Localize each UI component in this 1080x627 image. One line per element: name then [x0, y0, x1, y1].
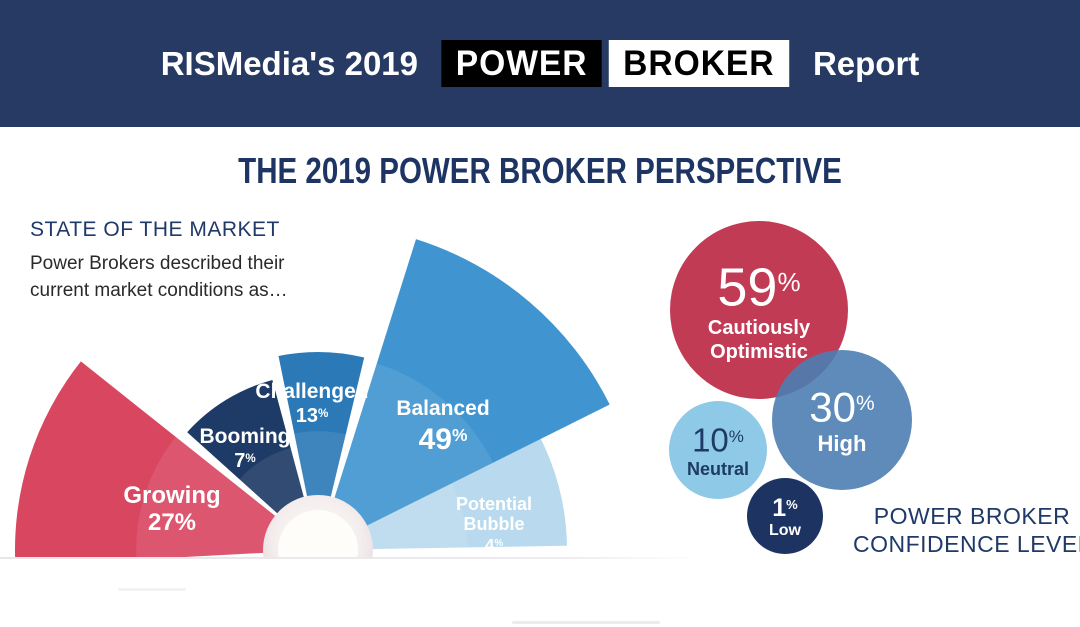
bubble-cautiously-optimistic-label: Cautiously Optimistic	[707, 317, 811, 364]
fan-hub	[263, 495, 373, 558]
fan-label-booming-name: Booming	[199, 425, 291, 448]
fan-label-growing-name: Growing	[123, 482, 221, 509]
confidence-level-caption-line2: CONFIDENCE LEVEL	[852, 531, 1080, 557]
fan-label-growing-value: 27%	[147, 509, 197, 536]
market-section-heading: STATE OF THE MARKET	[30, 218, 280, 241]
fan-segment-challenged	[278, 352, 365, 550]
shadow-smudge-left	[118, 588, 186, 591]
bubble-high: 30% High	[772, 350, 912, 490]
fan-segment-growing	[14, 361, 318, 558]
fan-label-balanced-name: Balanced	[396, 397, 490, 420]
logo-power-box: POWER	[441, 40, 602, 87]
fan-segments	[14, 239, 610, 558]
bubble-high-value: 30%	[809, 383, 875, 431]
fan-label-potential-bubble: Potential Bubble 4%	[434, 494, 554, 555]
bubble-low-value: 1%	[772, 494, 798, 523]
state-of-market-fan-chart	[14, 239, 610, 558]
bubble-cautiously-optimistic-value: 59%	[717, 257, 801, 318]
header-bar: RISMedia's 2019 POWER BROKER Report	[0, 0, 1080, 127]
header-prefix-text: RISMedia's 2019	[160, 44, 419, 82]
fan-label-potential-bubble-name-line1: Potential	[455, 494, 532, 514]
logo-broker-box: BROKER	[609, 40, 790, 87]
floor-line	[0, 557, 700, 559]
fan-segment-inner-highlight	[294, 431, 346, 550]
fan-label-challenged-value: 13%	[295, 405, 329, 428]
fan-label-booming-value: 7%	[234, 450, 256, 473]
fan-label-balanced-value: 49%	[418, 422, 468, 456]
market-section-description-line1: Power Brokers described their	[30, 253, 285, 274]
bubble-high-label: High	[817, 430, 867, 456]
confidence-level-caption-line1: POWER BROKER	[873, 503, 1071, 529]
bubble-neutral-label: Neutral	[686, 458, 749, 479]
power-broker-logo: POWER BROKER	[438, 40, 793, 87]
fan-label-growing: Growing 27%	[92, 482, 252, 536]
confidence-level-caption: POWER BROKER CONFIDENCE LEVEL	[852, 502, 1080, 558]
shadow-smudge-center	[512, 621, 660, 624]
fan-segment-inner-highlight	[318, 363, 493, 550]
bubble-low-label: Low	[769, 521, 801, 539]
header-suffix-text: Report	[812, 44, 920, 82]
fan-label-balanced: Balanced 49%	[373, 397, 513, 455]
fan-label-potential-bubble-value: 4%	[484, 535, 504, 555]
fan-label-challenged: Challenged 13%	[242, 380, 382, 428]
page-title: THE 2019 POWER BROKER PERSPECTIVE	[238, 150, 842, 191]
market-section: STATE OF THE MARKET Power Brokers descri…	[30, 218, 288, 304]
fan-label-challenged-name: Challenged	[255, 380, 369, 403]
fan-hub-inner-circle	[278, 510, 358, 558]
fan-segment-balanced	[318, 239, 610, 550]
bubble-low: 1% Low	[747, 478, 823, 554]
bubble-neutral-value: 10%	[692, 421, 744, 459]
bubble-neutral: 10% Neutral	[669, 401, 767, 499]
market-section-description-line2: current market conditions as…	[30, 280, 288, 301]
fan-label-potential-bubble-name-line2: Bubble	[463, 514, 525, 534]
fan-label-booming: Booming 7%	[185, 425, 305, 473]
